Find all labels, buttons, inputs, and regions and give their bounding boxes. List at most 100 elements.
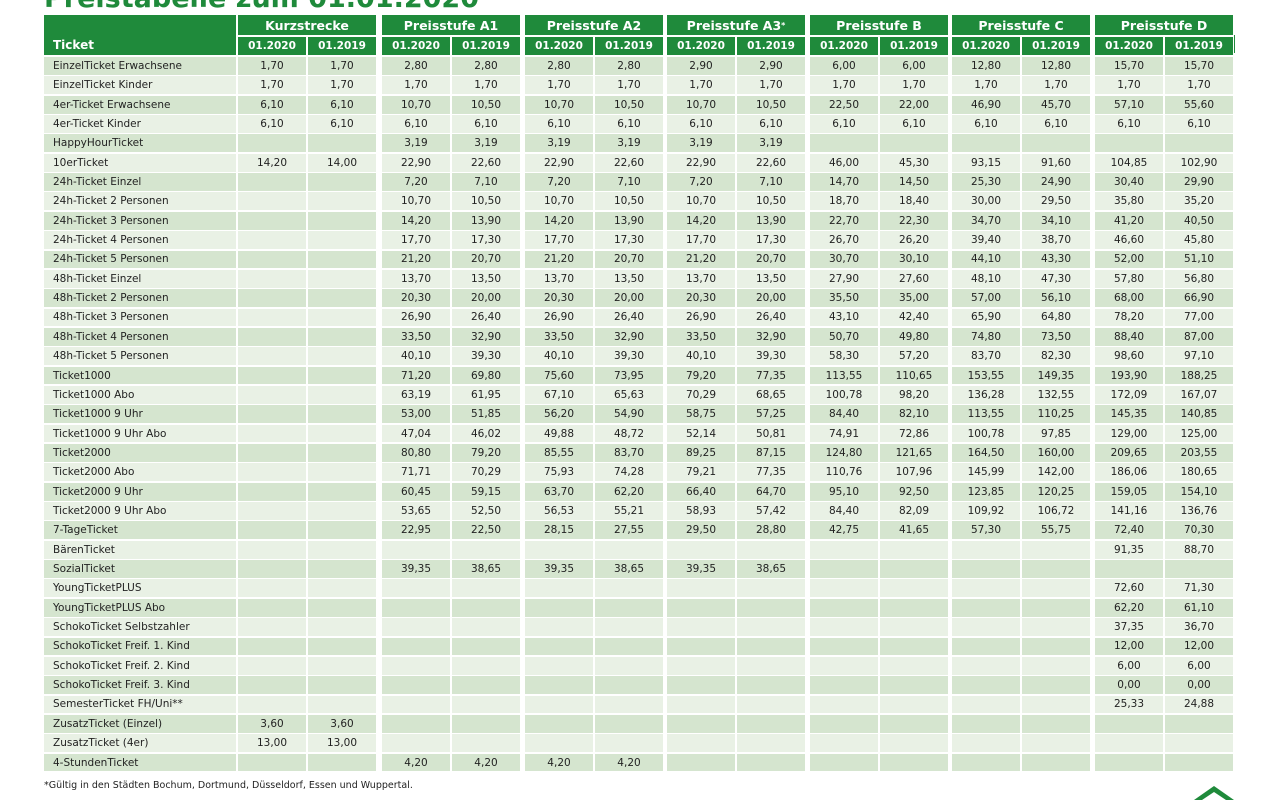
price-cell: 74,91 xyxy=(810,424,878,443)
price-cell: 70,30 xyxy=(1165,521,1233,540)
price-cell: 41,20 xyxy=(1095,211,1163,230)
price-cell: 78,20 xyxy=(1095,308,1163,327)
price-cell: 1,70 xyxy=(525,76,593,95)
group-header: Preisstufe C xyxy=(952,15,1090,35)
price-cell: 6,10 xyxy=(1022,115,1090,133)
price-cell: 2,80 xyxy=(595,57,663,75)
price-cell xyxy=(308,521,376,540)
price-cell xyxy=(880,540,948,559)
price-cell: 27,55 xyxy=(595,521,663,540)
price-cell: 56,20 xyxy=(525,405,593,424)
price-cell: 13,90 xyxy=(452,211,520,230)
price-cell xyxy=(952,579,1020,598)
price-cell xyxy=(238,521,306,540)
group-header: Preisstufe A3 * xyxy=(667,15,805,35)
price-cell: 142,00 xyxy=(1022,463,1090,482)
ticket-name: EinzelTicket Erwachsene xyxy=(44,57,236,75)
price-cell: 57,42 xyxy=(737,502,805,520)
price-cell: 65,90 xyxy=(952,308,1020,327)
price-cell xyxy=(595,734,663,753)
price-cell xyxy=(952,540,1020,559)
price-cell: 123,85 xyxy=(952,482,1020,501)
price-cell: 26,90 xyxy=(525,308,593,327)
price-cell: 6,10 xyxy=(737,115,805,133)
price-cell: 70,29 xyxy=(667,385,735,404)
price-cell: 74,80 xyxy=(952,327,1020,346)
price-cell xyxy=(737,695,805,714)
ticket-name: Ticket1000 xyxy=(44,366,236,385)
price-cell xyxy=(308,540,376,559)
price-cell: 33,50 xyxy=(667,327,735,346)
price-cell: 54,90 xyxy=(595,405,663,424)
price-cell: 7,20 xyxy=(525,173,593,191)
price-cell: 15,70 xyxy=(1095,57,1163,75)
price-cell: 44,10 xyxy=(952,250,1020,269)
price-cell xyxy=(238,231,306,249)
price-cell xyxy=(952,637,1020,656)
price-cell xyxy=(1022,714,1090,733)
price-cell: 106,72 xyxy=(1022,502,1090,520)
price-cell: 66,90 xyxy=(1165,289,1233,308)
price-cell xyxy=(238,579,306,598)
price-cell: 56,10 xyxy=(1022,289,1090,308)
price-cell: 47,30 xyxy=(1022,269,1090,288)
ticket-name: EinzelTicket Kinder xyxy=(44,76,236,95)
price-cell: 57,80 xyxy=(1095,269,1163,288)
price-cell xyxy=(810,695,878,714)
price-cell xyxy=(667,598,735,617)
price-cell: 75,60 xyxy=(525,366,593,385)
price-cell: 87,00 xyxy=(1165,327,1233,346)
price-cell: 73,50 xyxy=(1022,327,1090,346)
price-cell xyxy=(952,695,1020,714)
price-cell: 17,30 xyxy=(737,231,805,249)
price-cell: 25,33 xyxy=(1095,695,1163,714)
price-cell xyxy=(1095,560,1163,578)
group-name: Preisstufe D xyxy=(1120,17,1208,33)
price-cell: 20,70 xyxy=(737,250,805,269)
ticket-name: Ticket1000 Abo xyxy=(44,385,236,404)
price-cell xyxy=(952,753,1020,772)
price-cell xyxy=(238,502,306,520)
price-cell xyxy=(1095,714,1163,733)
price-cell: 3,19 xyxy=(595,134,663,153)
price-cell: 17,30 xyxy=(595,231,663,249)
price-cell xyxy=(452,656,520,675)
price-cell xyxy=(308,269,376,288)
price-cell xyxy=(308,579,376,598)
price-cell: 82,10 xyxy=(880,405,948,424)
price-cell: 22,60 xyxy=(452,153,520,172)
price-cell: 1,70 xyxy=(880,76,948,95)
price-cell: 84,40 xyxy=(810,405,878,424)
price-cell: 26,40 xyxy=(737,308,805,327)
price-cell: 75,93 xyxy=(525,463,593,482)
footnote: *Gültig in den Städten Bochum, Dortmund,… xyxy=(44,780,413,791)
price-cell: 63,70 xyxy=(525,482,593,501)
price-cell: 14,00 xyxy=(308,153,376,172)
price-cell: 110,76 xyxy=(810,463,878,482)
price-cell xyxy=(525,676,593,695)
price-cell: 39,35 xyxy=(382,560,450,578)
price-cell: 43,30 xyxy=(1022,250,1090,269)
price-cell: 80,80 xyxy=(382,444,450,462)
price-cell: 18,40 xyxy=(880,192,948,211)
price-cell xyxy=(382,695,450,714)
price-cell xyxy=(238,482,306,501)
price-cell xyxy=(667,734,735,753)
price-cell: 6,00 xyxy=(810,57,878,75)
price-cell: 2,80 xyxy=(382,57,450,75)
price-cell: 22,60 xyxy=(595,153,663,172)
ticket-name: SozialTicket xyxy=(44,560,236,578)
price-cell: 22,50 xyxy=(810,95,878,114)
price-cell xyxy=(595,637,663,656)
price-cell xyxy=(1022,656,1090,675)
price-cell xyxy=(308,424,376,443)
price-cell xyxy=(1022,618,1090,636)
price-cell xyxy=(308,134,376,153)
ticket-name: 48h-Ticket 2 Personen xyxy=(44,289,236,308)
price-cell xyxy=(737,676,805,695)
price-cell: 12,80 xyxy=(1022,57,1090,75)
price-cell: 63,19 xyxy=(382,385,450,404)
sub-header: 01.2020 xyxy=(810,37,878,55)
price-cell: 180,65 xyxy=(1165,463,1233,482)
price-cell xyxy=(810,560,878,578)
